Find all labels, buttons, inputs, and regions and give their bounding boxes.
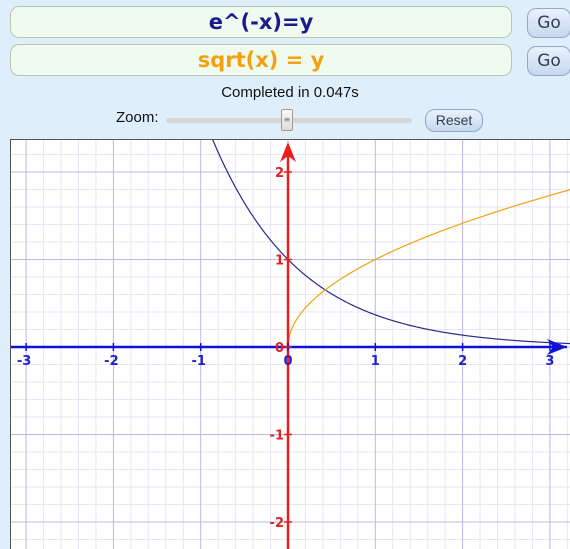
zoom-label: Zoom: [116,109,159,126]
curve-series-2 [287,189,570,348]
x-tick-label: 2 [458,354,467,369]
y-axis-arrow [280,142,296,162]
graph-panel[interactable]: -3 -2 -1 0 1 2 3 2 1 0 -1 -2 [10,139,570,549]
graph-svg[interactable]: -3 -2 -1 0 1 2 3 2 1 0 -1 -2 [10,139,570,549]
reset-button[interactable]: Reset [425,109,483,132]
x-tick-label: 1 [371,354,380,369]
x-axis-arrow [547,339,567,355]
status-text: Completed in 0.047s [221,84,359,101]
equation-row-2: sqrt(x) = y [10,44,512,76]
y-tick-label: 0 [275,341,284,356]
x-tick-label: 0 [283,354,292,369]
y-tick-label: 2 [275,166,284,181]
axes [11,142,567,549]
equation-row-1: e^(-x)=y [10,6,512,38]
zoom-slider-thumb[interactable]: ≡ [281,109,293,131]
x-tick-label: 3 [545,354,554,369]
y-tick-label: -2 [270,516,284,531]
x-tick-label: -3 [17,354,31,369]
grid-minor [11,140,570,549]
y-tick-label: -1 [270,429,284,444]
x-tick-label: -2 [104,354,118,369]
go-button-1[interactable]: Go [527,8,570,38]
go-button-2[interactable]: Go [527,46,570,76]
x-tick-label: -1 [191,354,205,369]
curves [212,140,570,348]
grid-major [11,140,570,549]
y-tick-label: 1 [275,254,284,269]
equation-input-1[interactable]: e^(-x)=y [10,6,512,38]
curve-series-1 [212,140,570,345]
equation-input-2[interactable]: sqrt(x) = y [10,44,512,76]
tick-labels: -3 -2 -1 0 1 2 3 2 1 0 -1 -2 [17,166,555,531]
